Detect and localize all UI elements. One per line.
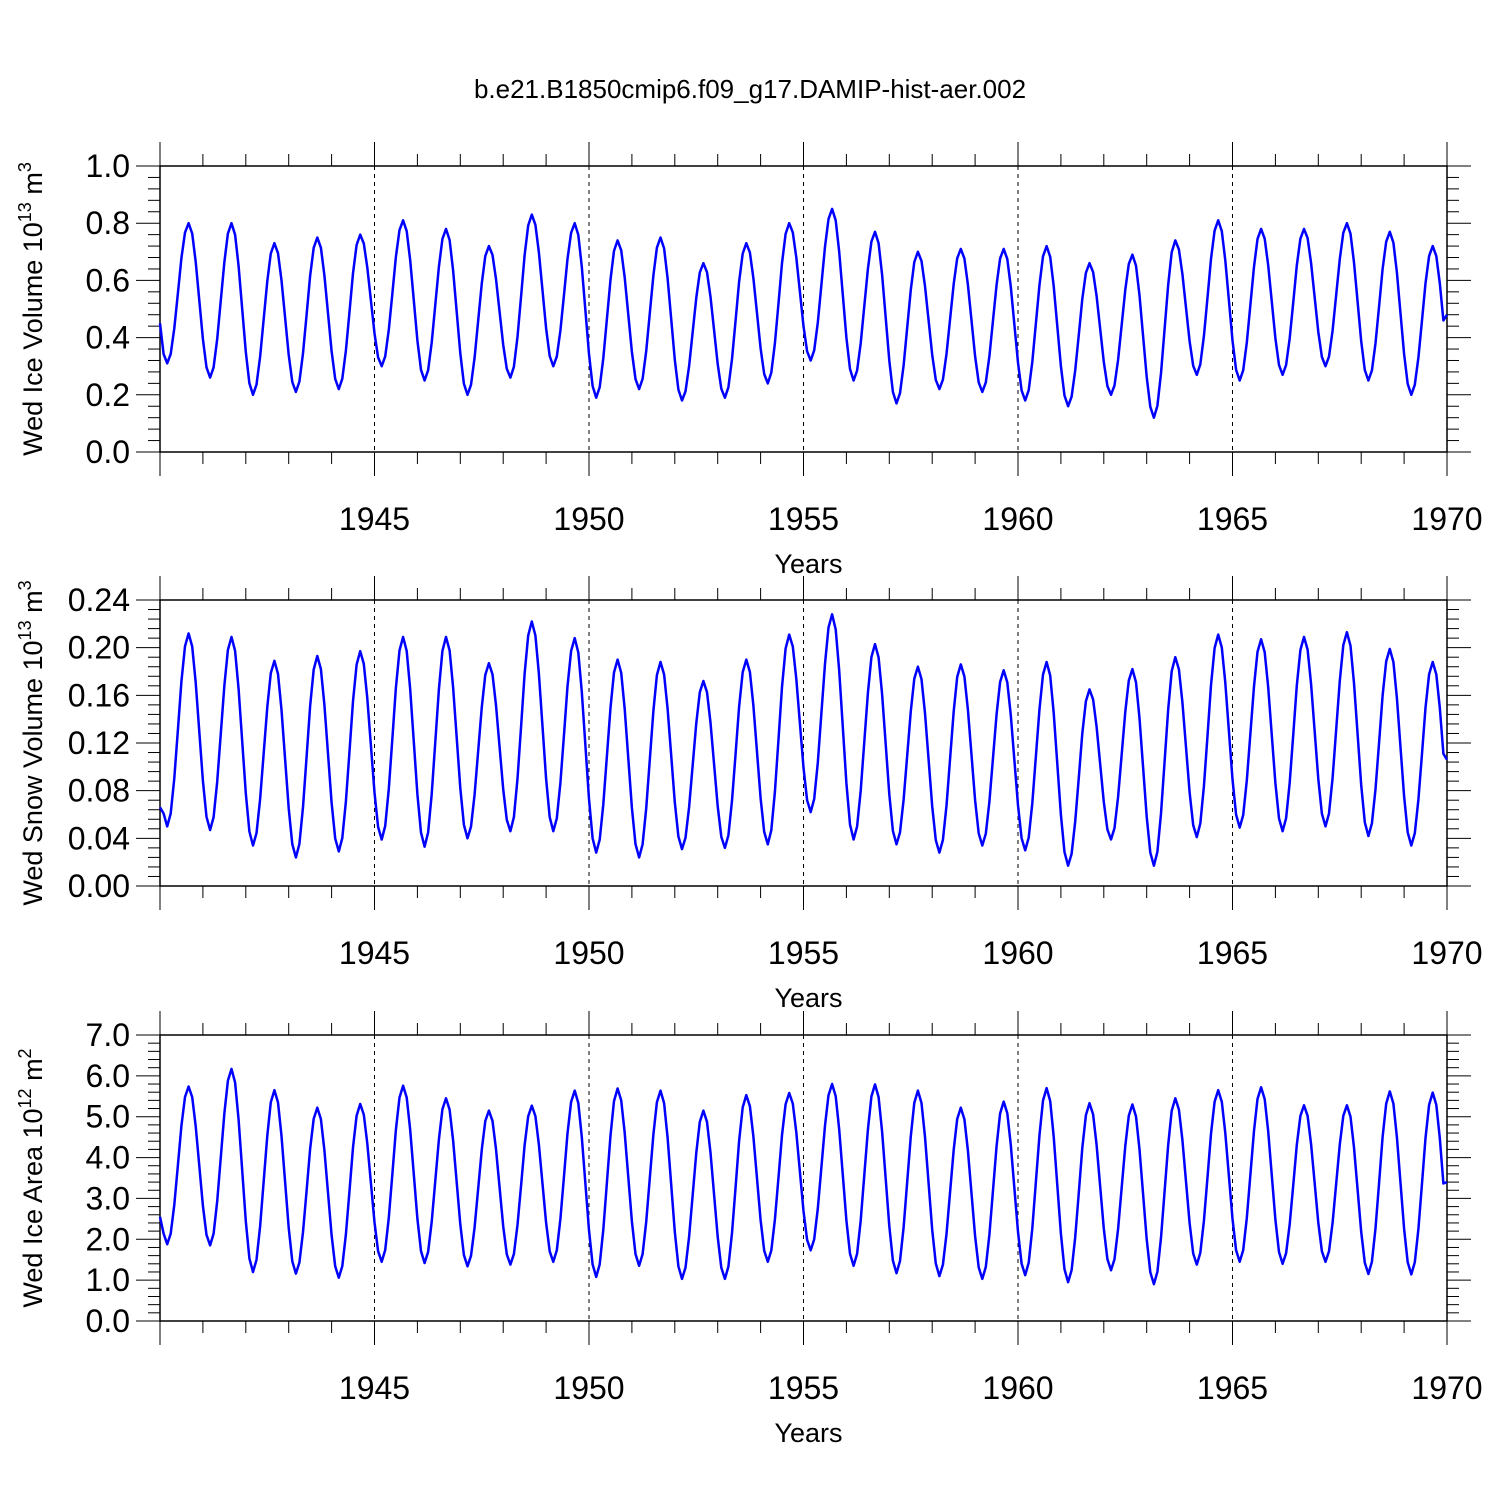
x-tick-label: 1970	[1411, 1370, 1482, 1406]
x-tick-label: 1950	[553, 501, 624, 537]
x-axis-label: Years	[774, 983, 842, 1013]
x-tick-label: 1950	[553, 1370, 624, 1406]
x-tick-label: 1965	[1197, 935, 1268, 971]
wed-snow-volume-panel: 0.00 0.04 0.08 0.12 0.16 0.20 0.24 1945 1950 1955…	[15, 576, 1483, 1013]
y-tick-label: 1.0	[86, 1262, 130, 1298]
wed-ice-volume-panel: 0.0 0.2 0.4 0.6 0.8 1.0 1945 1950 1955 1960 1965 19…	[15, 142, 1483, 579]
wed-ice-area-panel: 0.0 1.0 2.0 3.0 4.0 5.0 6.0 7.0 1945 1950 1955 1960…	[15, 1011, 1483, 1448]
wed-snow-volume-series-line	[158, 613, 1449, 867]
y-tick-label: 2.0	[86, 1221, 130, 1257]
x-tick-label: 1950	[553, 935, 624, 971]
wed-ice-area-series-line	[158, 1067, 1448, 1286]
y-tick-label: 0.8	[86, 205, 130, 241]
y-tick-label: 0.24	[68, 582, 130, 618]
x-axis-label: Years	[774, 549, 842, 579]
y-tick-label: 5.0	[86, 1099, 130, 1135]
x-axis-label: Years	[774, 1418, 842, 1448]
y-tick-label: 3.0	[86, 1180, 130, 1216]
x-tick-label: 1945	[339, 1370, 410, 1406]
x-tick-label: 1960	[982, 501, 1053, 537]
y-tick-label: 0.08	[68, 773, 130, 809]
y-tick-label: 0.00	[68, 868, 130, 904]
x-tick-label: 1965	[1197, 501, 1268, 537]
x-tick-label: 1970	[1411, 935, 1482, 971]
y-tick-label: 0.20	[68, 630, 130, 666]
x-tick-label: 1945	[339, 935, 410, 971]
y-tick-label: 0.0	[86, 434, 130, 470]
y-tick-label: 0.04	[68, 820, 130, 856]
y-axis-label: Wed Ice Area 1012 m2	[15, 1048, 48, 1307]
y-tick-label: 0.6	[86, 262, 130, 298]
x-tick-label: 1955	[768, 501, 839, 537]
y-tick-label: 1.0	[86, 148, 130, 184]
y-tick-label: 7.0	[86, 1017, 130, 1053]
y-tick-label: 4.0	[86, 1140, 130, 1176]
chart-title: b.e21.B1850cmip6.f09_g17.DAMIP-hist-aer.…	[473, 74, 1027, 104]
y-axis-label: Wed Snow Volume 1013 m3	[15, 580, 48, 905]
y-tick-label: 6.0	[86, 1058, 130, 1094]
x-tick-label: 1945	[339, 501, 410, 537]
y-tick-label: 0.2	[86, 377, 130, 413]
x-tick-label: 1960	[982, 935, 1053, 971]
y-tick-label: 0.16	[68, 677, 130, 713]
x-tick-label: 1955	[768, 935, 839, 971]
x-tick-label: 1965	[1197, 1370, 1268, 1406]
x-tick-label: 1955	[768, 1370, 839, 1406]
y-tick-label: 0.0	[86, 1303, 130, 1339]
y-tick-label: 0.4	[86, 320, 130, 356]
y-tick-label: 0.12	[68, 725, 130, 761]
x-tick-label: 1960	[982, 1370, 1053, 1406]
x-tick-label: 1970	[1411, 501, 1482, 537]
y-axis-label: Wed Ice Volume 1013 m3	[15, 162, 48, 456]
wed-ice-volume-series-line	[158, 207, 1449, 419]
